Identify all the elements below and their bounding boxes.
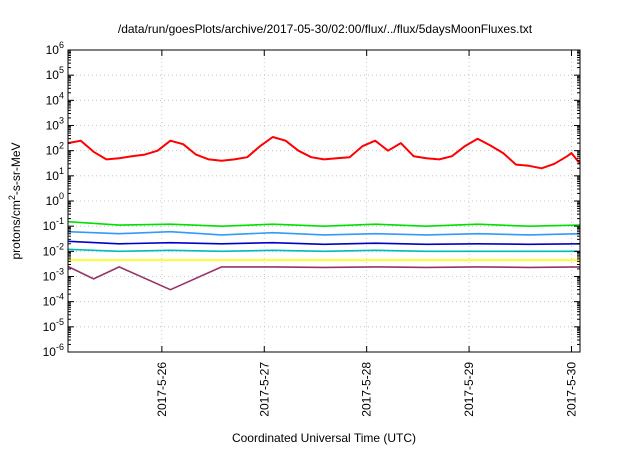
x-axis-label: Coordinated Universal Time (UTC) — [232, 431, 416, 445]
y-tick-label-exponent: 6 — [59, 40, 64, 50]
y-tick-label-base: 10 — [43, 345, 57, 359]
y-tick-label-exponent: 1 — [59, 166, 64, 176]
y-tick-label: 106 — [46, 40, 64, 57]
y-tick-label-base: 10 — [46, 93, 60, 107]
y-tick-label: 102 — [46, 141, 64, 158]
x-axis: 2017-5-26 2017-5-27 2017-5-28 2017-5-29 2017… — [155, 50, 578, 417]
y-tick-label: 101 — [46, 166, 64, 183]
y-tick-label-base: 10 — [43, 295, 57, 309]
y-tick-label: 103 — [46, 116, 64, 133]
y-tick-label-base: 10 — [46, 43, 60, 57]
y-tick-label-base: 10 — [43, 320, 57, 334]
x-tick-label: 2017-5-28 — [360, 362, 374, 417]
y-tick-label-base: 10 — [43, 244, 57, 258]
y-tick-label-exponent: -4 — [56, 292, 64, 302]
y-tick-label-exponent: 0 — [59, 191, 64, 201]
y-tick-label-exponent: -2 — [56, 241, 64, 251]
y-tick-label-exponent: -3 — [56, 267, 64, 277]
y-tick-label-base: 10 — [46, 119, 60, 133]
y-tick-label-exponent: -6 — [56, 342, 64, 352]
y-tick-label: 104 — [46, 90, 64, 107]
series-line-1 — [67, 136, 581, 170]
y-axis-label: protons/cm2-s-sr-MeV — [7, 142, 23, 259]
y-tick-label-base: 10 — [43, 219, 57, 233]
y-tick-label-exponent: -5 — [56, 317, 64, 327]
y-tick-label-exponent: -1 — [56, 216, 64, 226]
y-tick-label-exponent: 2 — [59, 141, 64, 151]
y-axis: 10-610-510-410-310-210-11001011021031041… — [43, 40, 580, 359]
x-tick-label: 2017-5-27 — [257, 362, 271, 417]
y-tick-label: 100 — [46, 191, 64, 208]
y-axis-label-sup: 2 — [7, 195, 17, 200]
grid — [68, 50, 580, 352]
y-axis-label-prefix: protons/cm — [9, 200, 23, 259]
y-tick-label-exponent: 5 — [59, 65, 64, 75]
y-tick-label-base: 10 — [46, 68, 60, 82]
y-tick-label: 10-3 — [43, 267, 64, 284]
y-tick-label-exponent: 3 — [59, 116, 64, 126]
series-line-2 — [67, 220, 581, 227]
series-line-4 — [67, 240, 581, 246]
y-tick-label-base: 10 — [43, 270, 57, 284]
x-tick-label: 2017-5-26 — [155, 362, 169, 417]
series-line-5 — [67, 248, 580, 253]
y-tick-label: 10-5 — [43, 317, 64, 334]
y-tick-label: 10-6 — [43, 342, 64, 359]
y-axis-label-suffix: -s-sr-MeV — [9, 142, 23, 195]
y-tick-label-base: 10 — [46, 169, 60, 183]
y-tick-label-base: 10 — [46, 194, 60, 208]
y-tick-label: 10-2 — [43, 241, 64, 258]
x-tick-label: 2017-5-29 — [462, 362, 476, 417]
series-line-7 — [67, 265, 581, 291]
y-tick-label-exponent: 4 — [59, 90, 64, 100]
y-tick-label-base: 10 — [46, 144, 60, 158]
y-tick-label: 105 — [46, 65, 64, 82]
y-tick-label: 10-1 — [43, 216, 64, 233]
series-line-3 — [67, 230, 581, 236]
y-tick-label: 10-4 — [43, 292, 64, 309]
chart-title: /data/run/goesPlots/archive/2017-05-30/0… — [118, 22, 533, 36]
x-tick-label: 2017-5-30 — [564, 362, 578, 417]
series-group — [67, 136, 581, 291]
